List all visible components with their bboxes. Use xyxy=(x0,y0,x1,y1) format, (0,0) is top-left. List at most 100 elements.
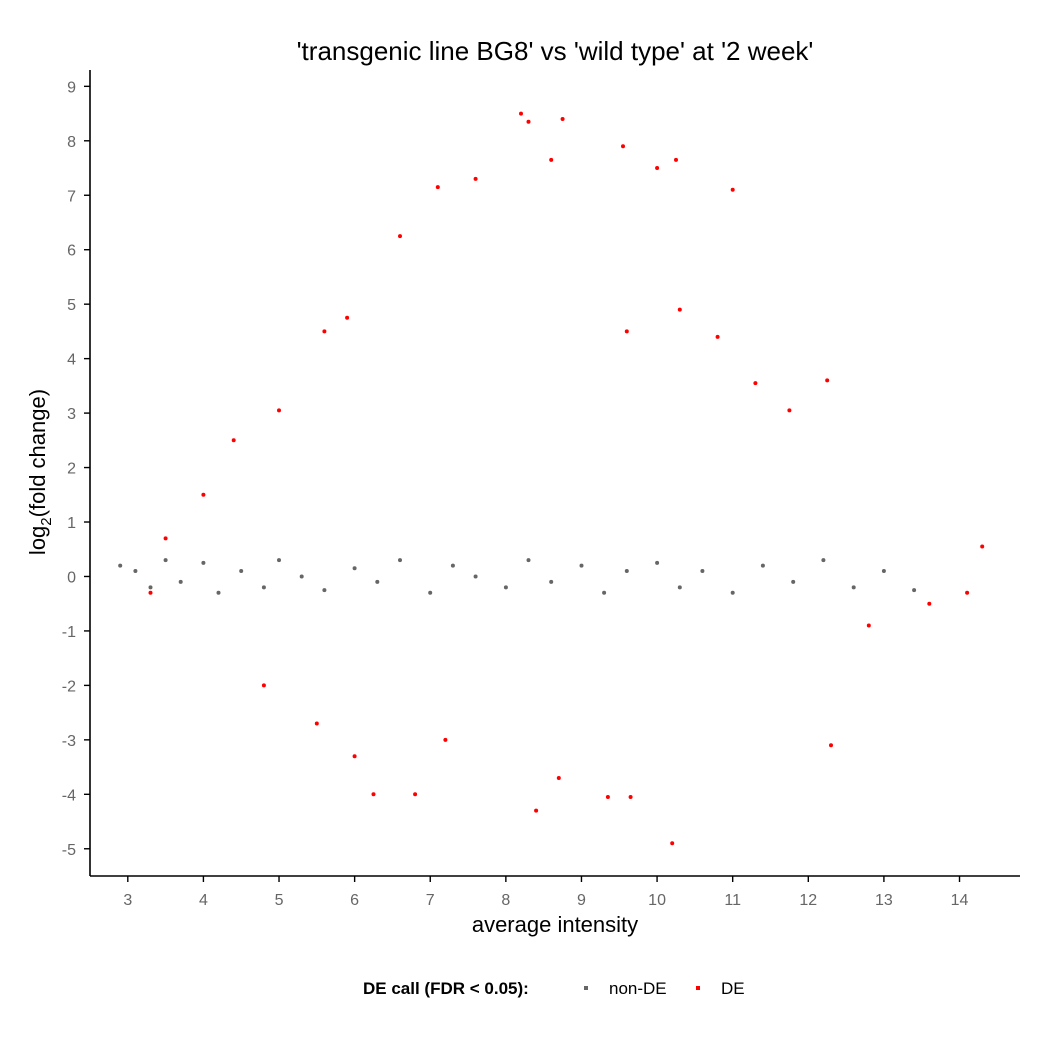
legend-key-de xyxy=(696,986,700,990)
points-layer xyxy=(118,111,985,846)
data-point xyxy=(753,381,758,386)
data-point xyxy=(314,721,319,726)
data-point xyxy=(473,574,478,579)
data-point xyxy=(881,569,886,573)
data-point xyxy=(829,743,833,748)
data-point xyxy=(821,558,826,563)
data-point xyxy=(549,579,554,584)
data-point xyxy=(133,569,138,573)
data-point xyxy=(866,623,871,628)
data-point xyxy=(473,176,478,181)
x-tick-label: 7 xyxy=(426,892,435,909)
x-tick-label: 3 xyxy=(123,892,132,909)
data-point xyxy=(526,558,531,563)
y-axis-ticks: 9 8 7 6 5 4 3 2 1 0 -1 -2 -3 -4 -5 xyxy=(62,79,90,859)
data-point xyxy=(655,166,660,170)
y-tick-label: 7 xyxy=(67,188,76,205)
data-point xyxy=(605,795,610,799)
data-point xyxy=(163,536,168,541)
data-point xyxy=(556,776,561,780)
x-tick-label: 5 xyxy=(275,892,284,909)
legend-key-non-de xyxy=(584,986,588,990)
y-tick-label: 2 xyxy=(67,461,76,478)
data-point xyxy=(398,234,402,239)
data-point xyxy=(677,307,682,312)
series-non-de xyxy=(118,558,917,595)
data-point xyxy=(299,574,304,579)
data-point xyxy=(503,585,508,590)
data-point xyxy=(345,315,350,320)
legend-title: DE call (FDR < 0.05): xyxy=(363,979,529,998)
data-point xyxy=(163,558,168,563)
data-point xyxy=(148,590,153,595)
data-point xyxy=(201,560,206,565)
data-point xyxy=(927,601,932,606)
data-point xyxy=(178,579,183,584)
data-point xyxy=(231,438,236,443)
legend: DE call (FDR < 0.05): non-DE DE xyxy=(363,979,745,998)
x-tick-label: 14 xyxy=(951,892,969,909)
data-point xyxy=(851,585,856,590)
data-point xyxy=(118,563,123,568)
data-point xyxy=(715,334,720,339)
data-point xyxy=(277,408,281,413)
data-point xyxy=(655,560,660,565)
data-point xyxy=(534,808,539,813)
data-point xyxy=(450,563,455,568)
data-point xyxy=(549,157,554,162)
y-tick-label: -5 xyxy=(62,842,76,859)
y-tick-label: 3 xyxy=(67,406,76,423)
chart-title: 'transgenic line BG8' vs 'wild type' at … xyxy=(297,36,814,66)
data-point xyxy=(602,590,607,595)
data-point xyxy=(413,792,418,797)
y-tick-label: 4 xyxy=(67,352,76,369)
data-point xyxy=(375,579,380,584)
data-point xyxy=(519,111,523,116)
data-point xyxy=(700,569,705,573)
y-axis-title: log2(fold change) xyxy=(25,389,55,555)
data-point xyxy=(371,792,376,797)
data-point xyxy=(730,590,735,595)
data-point xyxy=(428,590,433,595)
data-point xyxy=(443,737,448,742)
y-tick-label: 6 xyxy=(67,243,76,260)
x-tick-label: 10 xyxy=(648,892,666,909)
data-point xyxy=(579,563,584,568)
y-tick-label: -2 xyxy=(62,678,76,695)
x-tick-label: 11 xyxy=(724,892,741,909)
data-point xyxy=(216,590,221,595)
data-point xyxy=(677,585,682,590)
data-point xyxy=(261,585,266,590)
y-tick-label: 9 xyxy=(67,79,76,96)
data-point xyxy=(261,683,266,688)
data-point xyxy=(621,144,625,149)
x-tick-label: 4 xyxy=(199,892,208,909)
data-point xyxy=(239,569,244,573)
x-axis-title: average intensity xyxy=(472,912,638,937)
x-tick-label: 13 xyxy=(875,892,893,909)
data-point xyxy=(322,588,327,593)
data-point xyxy=(912,588,917,593)
data-point xyxy=(730,187,735,192)
data-point xyxy=(791,579,796,584)
data-point xyxy=(322,329,327,334)
x-axis-ticks: 3 4 5 6 7 8 9 10 11 12 13 14 xyxy=(123,876,969,909)
x-tick-label: 8 xyxy=(501,892,510,909)
data-point xyxy=(398,558,402,563)
data-point xyxy=(825,378,830,383)
x-tick-label: 9 xyxy=(577,892,586,909)
legend-label-de: DE xyxy=(721,979,745,998)
data-point xyxy=(628,795,633,799)
y-tick-label: 1 xyxy=(67,515,76,532)
y-tick-label: -4 xyxy=(62,787,76,804)
data-point xyxy=(277,558,281,563)
data-point xyxy=(787,408,792,413)
data-point xyxy=(435,185,440,190)
data-point xyxy=(980,544,985,549)
series-de xyxy=(148,111,985,846)
data-point xyxy=(526,119,531,124)
data-point xyxy=(148,585,153,590)
data-point xyxy=(624,569,629,573)
data-point xyxy=(352,754,357,759)
